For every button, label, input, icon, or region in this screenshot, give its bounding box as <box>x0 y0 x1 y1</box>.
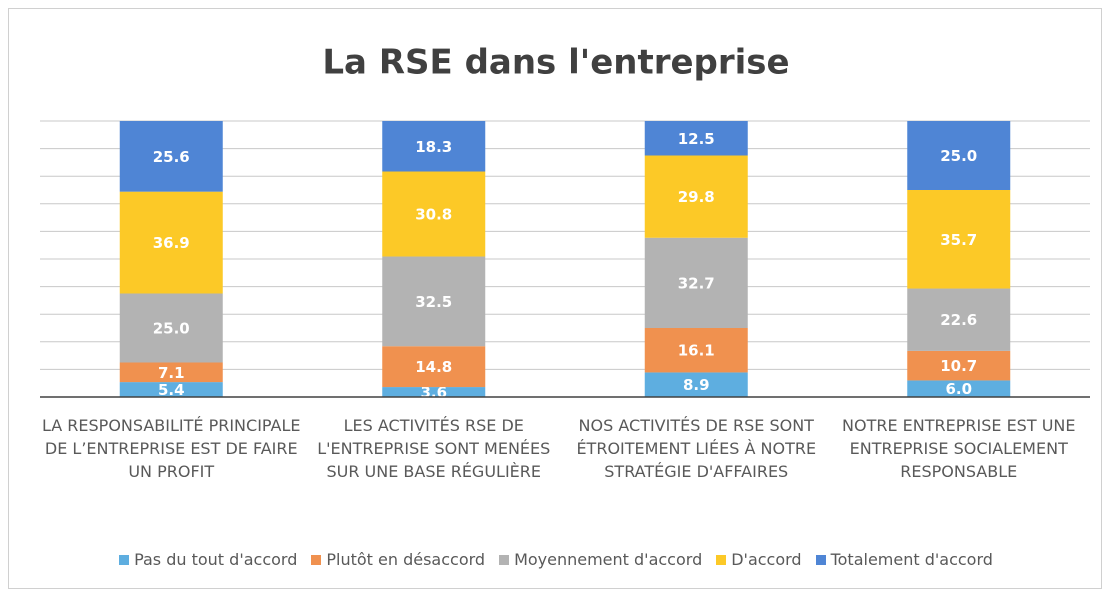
legend: Pas du tout d'accord Plutôt en désaccord M… <box>0 550 1112 569</box>
data-label: 16.1 <box>678 342 715 360</box>
bar-segment <box>907 121 1011 190</box>
legend-item: D'accord <box>716 550 802 569</box>
bar-segment <box>907 350 1011 381</box>
data-label: 12.5 <box>678 130 715 148</box>
data-label: 5.4 <box>158 381 185 399</box>
legend-swatch <box>716 554 727 565</box>
bar-segment <box>644 121 748 156</box>
bar-segment <box>382 121 486 172</box>
data-label: 14.8 <box>415 358 452 376</box>
legend-swatch <box>815 554 826 565</box>
data-label: 22.6 <box>940 311 977 329</box>
bar-segment <box>119 382 223 397</box>
data-label: 25.0 <box>153 320 190 338</box>
data-label: 35.7 <box>940 231 977 249</box>
x-tick-label: NOTRE ENTREPRISE EST UNE ENTREPRISE SOCI… <box>842 416 1076 481</box>
data-label: 10.7 <box>940 357 977 375</box>
legend-item: Pas du tout d'accord <box>119 550 297 569</box>
bar-segment <box>382 171 486 257</box>
bar-segment <box>119 191 223 294</box>
bar-segment <box>644 237 748 328</box>
legend-swatch <box>311 554 322 565</box>
legend-item: Moyennement d'accord <box>499 550 702 569</box>
chart-frame <box>8 8 1102 589</box>
legend-item: Totalement d'accord <box>815 550 993 569</box>
bar-segment <box>382 387 486 397</box>
data-label: 18.3 <box>415 138 452 156</box>
bar-segment <box>382 256 486 347</box>
data-label: 30.8 <box>415 206 452 224</box>
legend-label: Moyennement d'accord <box>514 550 703 569</box>
bar-segment <box>644 328 748 373</box>
data-label: 32.5 <box>415 293 452 311</box>
legend-swatch <box>499 554 510 565</box>
x-tick-label: LA RESPONSABILITÉ PRINCIPALE DE L’ENTREP… <box>41 416 301 481</box>
legend-label: Pas du tout d'accord <box>134 550 298 569</box>
bar-segment <box>644 372 748 397</box>
bar-segment <box>907 288 1011 351</box>
legend-item: Plutôt en désaccord <box>311 550 485 569</box>
bar-segment <box>119 121 223 192</box>
bar-segment <box>119 362 223 383</box>
legend-label: Totalement d'accord <box>830 550 993 569</box>
data-label: 25.6 <box>153 148 190 166</box>
data-label: 8.9 <box>683 376 710 394</box>
legend-label: D'accord <box>731 550 802 569</box>
chart-title: La RSE dans l'entreprise <box>322 43 789 83</box>
x-tick-label: LES ACTIVITÉS RSE DE L'ENTREPRISE SONT M… <box>317 416 551 481</box>
bar-segment <box>119 293 223 363</box>
data-label: 36.9 <box>153 234 190 252</box>
bar-segment <box>644 155 748 238</box>
bar-segment <box>907 190 1011 289</box>
legend-swatch <box>119 554 130 565</box>
bar-segment <box>907 380 1011 397</box>
data-label: 7.1 <box>158 364 185 382</box>
data-label: 25.0 <box>940 147 977 165</box>
data-label: 32.7 <box>678 274 715 292</box>
x-tick-label: NOS ACTIVITÉS DE RSE SONT ÉTROITEMENT LI… <box>576 416 817 481</box>
data-label: 6.0 <box>945 380 972 398</box>
legend-label: Plutôt en désaccord <box>326 550 486 569</box>
bar-segment <box>382 346 486 388</box>
data-label: 29.8 <box>678 188 715 206</box>
